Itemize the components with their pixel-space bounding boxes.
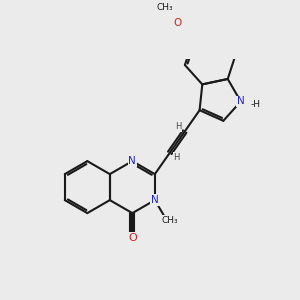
Text: methoxy: methoxy xyxy=(0,299,1,300)
Text: H: H xyxy=(175,122,181,131)
Text: H: H xyxy=(173,153,180,162)
Text: O: O xyxy=(128,233,137,243)
Text: N: N xyxy=(128,156,136,166)
Text: CH₃: CH₃ xyxy=(161,216,178,225)
Text: -H: -H xyxy=(251,100,261,109)
Text: N: N xyxy=(151,195,159,205)
Text: N: N xyxy=(237,97,244,106)
Text: O: O xyxy=(173,18,182,28)
Text: CH₃: CH₃ xyxy=(156,3,173,12)
